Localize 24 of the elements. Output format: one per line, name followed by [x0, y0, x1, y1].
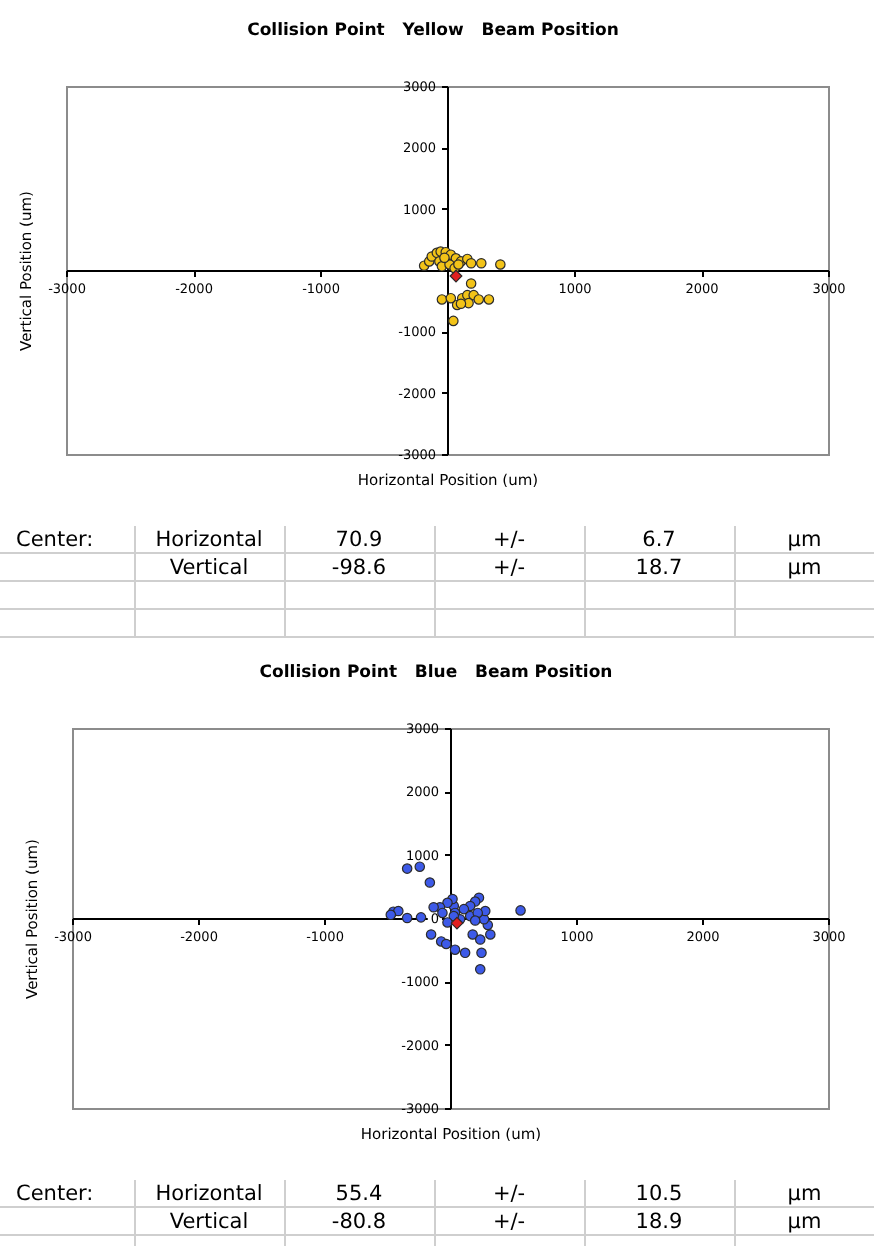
text: 18.9: [584, 1207, 734, 1235]
text: µm: [734, 1180, 874, 1207]
text: +/-: [434, 553, 584, 581]
text: 18.7: [584, 553, 734, 581]
text: +/-: [434, 1207, 584, 1235]
text: Center:: [0, 1180, 134, 1207]
chart-title: Collision Point Yellow Beam Position: [247, 21, 619, 41]
text: +/-: [434, 526, 584, 553]
text: Vertical: [134, 553, 284, 581]
text: Horizontal: [134, 526, 284, 553]
text: 10.5: [584, 1180, 734, 1207]
text: µm: [734, 553, 874, 581]
text: Horizontal: [134, 1180, 284, 1207]
text: µm: [734, 1207, 874, 1235]
text: -98.6: [284, 553, 434, 581]
text: 70.9: [284, 526, 434, 553]
text: µm: [734, 526, 874, 553]
text: 55.4: [284, 1180, 434, 1207]
text: +/-: [434, 1180, 584, 1207]
text: -80.8: [284, 1207, 434, 1235]
text: 6.7: [584, 526, 734, 553]
text: Center:: [0, 526, 134, 553]
chart-title: Collision Point Blue Beam Position: [259, 663, 613, 683]
text: Vertical: [134, 1207, 284, 1235]
